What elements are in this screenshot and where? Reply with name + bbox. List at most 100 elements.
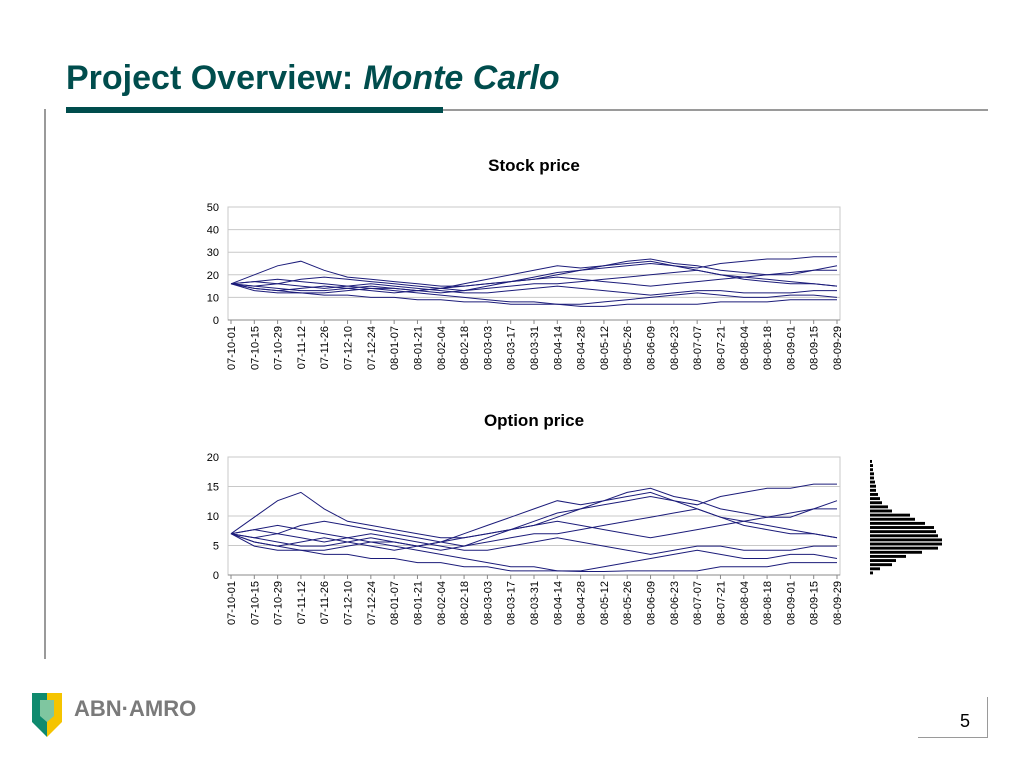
title-emphasis: Monte Carlo bbox=[363, 59, 559, 97]
x-tick-label: 08-03-17 bbox=[506, 581, 518, 625]
y-tick-label: 50 bbox=[207, 202, 219, 214]
price-path bbox=[230, 283, 837, 307]
footer-rule-h bbox=[918, 737, 988, 738]
x-tick-label: 08-01-21 bbox=[412, 326, 424, 370]
y-tick-label: 20 bbox=[207, 452, 219, 464]
price-path bbox=[230, 487, 838, 539]
histogram-bar bbox=[870, 464, 873, 468]
price-path bbox=[230, 269, 837, 294]
x-tick-label: 08-09-01 bbox=[785, 326, 797, 370]
price-path bbox=[230, 281, 837, 296]
logo-text: ABN·AMRO bbox=[74, 696, 196, 721]
histogram-bar bbox=[870, 488, 876, 492]
y-tick-label: 10 bbox=[207, 511, 219, 523]
histogram-bar bbox=[870, 550, 922, 554]
histogram-bar bbox=[870, 476, 874, 480]
histogram-bar bbox=[870, 497, 880, 501]
x-tick-label: 08-09-29 bbox=[832, 581, 844, 625]
y-tick-label: 20 bbox=[207, 270, 219, 282]
histogram-bar bbox=[870, 554, 906, 558]
histogram-bar bbox=[870, 546, 938, 550]
price-path bbox=[230, 483, 837, 547]
histogram-bar bbox=[870, 509, 892, 513]
x-tick-label: 08-09-29 bbox=[832, 326, 844, 370]
x-tick-label: 07-11-12 bbox=[296, 581, 308, 624]
price-path bbox=[230, 258, 838, 287]
x-tick-label: 07-12-10 bbox=[343, 581, 355, 625]
x-tick-label: 08-02-18 bbox=[459, 581, 471, 625]
x-tick-label: 07-10-15 bbox=[249, 326, 261, 370]
histogram-bar bbox=[870, 534, 938, 538]
x-tick-label: 07-10-01 bbox=[226, 326, 238, 370]
x-tick-label: 08-03-31 bbox=[529, 326, 541, 370]
x-tick-label: 07-11-26 bbox=[319, 326, 331, 369]
slide-title: Project Overview: Monte Carlo bbox=[66, 59, 560, 97]
x-tick-label: 08-05-12 bbox=[599, 581, 611, 625]
header-rule bbox=[443, 109, 988, 111]
x-tick-label: 08-08-18 bbox=[762, 581, 774, 625]
price-path bbox=[230, 529, 837, 555]
footer-rule-v bbox=[987, 697, 988, 737]
x-tick-label: 08-01-07 bbox=[389, 581, 401, 625]
histogram-bar bbox=[870, 459, 872, 463]
x-tick-label: 08-02-04 bbox=[436, 326, 448, 370]
x-tick-label: 07-10-15 bbox=[249, 581, 261, 625]
histogram-bar bbox=[870, 505, 888, 509]
x-tick-label: 08-07-07 bbox=[692, 581, 704, 625]
x-tick-label: 08-05-26 bbox=[622, 326, 634, 370]
x-tick-label: 07-12-24 bbox=[366, 326, 378, 370]
price-path bbox=[230, 533, 838, 572]
x-tick-label: 08-04-14 bbox=[552, 581, 564, 625]
histogram-bar bbox=[870, 517, 915, 521]
histogram-bar bbox=[870, 472, 874, 476]
y-tick-label: 0 bbox=[213, 315, 219, 327]
x-tick-label: 08-07-07 bbox=[692, 326, 704, 370]
histogram-bar bbox=[870, 538, 942, 542]
y-tick-label: 10 bbox=[207, 292, 219, 304]
x-tick-label: 08-04-28 bbox=[576, 581, 588, 625]
x-tick-label: 08-09-15 bbox=[809, 581, 821, 625]
histogram-bar bbox=[870, 559, 896, 562]
histogram-bar bbox=[870, 480, 875, 484]
histogram-bar bbox=[870, 513, 910, 517]
page-number: 5 bbox=[960, 711, 970, 731]
x-tick-label: 08-08-04 bbox=[739, 326, 751, 370]
y-tick-label: 0 bbox=[213, 570, 219, 582]
title-underline bbox=[66, 107, 443, 113]
histogram-bar bbox=[870, 493, 878, 496]
price-path bbox=[230, 256, 837, 292]
histogram-bar bbox=[870, 526, 934, 529]
chart-title: Stock price bbox=[488, 156, 580, 175]
x-tick-label: 08-08-04 bbox=[739, 581, 751, 625]
x-tick-label: 08-09-15 bbox=[809, 326, 821, 370]
x-tick-label: 08-06-09 bbox=[646, 326, 658, 370]
x-tick-label: 07-10-29 bbox=[273, 581, 285, 625]
x-tick-label: 08-08-18 bbox=[762, 326, 774, 370]
histogram-bar bbox=[870, 484, 876, 488]
price-path bbox=[230, 508, 837, 551]
chart-title: Option price bbox=[484, 411, 584, 430]
price-path bbox=[230, 533, 837, 572]
x-tick-label: 08-06-23 bbox=[669, 581, 681, 625]
x-tick-label: 08-09-01 bbox=[785, 581, 797, 625]
y-tick-label: 30 bbox=[207, 247, 219, 259]
x-tick-label: 08-03-31 bbox=[529, 581, 541, 625]
x-tick-label: 08-05-12 bbox=[599, 326, 611, 370]
x-tick-label: 08-01-07 bbox=[389, 326, 401, 370]
x-tick-label: 08-07-21 bbox=[715, 581, 727, 625]
histogram-bar bbox=[870, 521, 925, 525]
histogram-bar bbox=[870, 468, 873, 472]
x-tick-label: 07-11-26 bbox=[319, 581, 331, 624]
x-tick-label: 07-12-10 bbox=[343, 326, 355, 370]
histogram-bar bbox=[870, 567, 880, 571]
x-tick-label: 07-12-24 bbox=[366, 581, 378, 625]
histogram-bar bbox=[870, 530, 936, 534]
x-tick-label: 08-04-28 bbox=[576, 326, 588, 370]
price-path bbox=[230, 283, 838, 305]
x-tick-label: 07-11-12 bbox=[296, 326, 308, 369]
y-tick-label: 15 bbox=[207, 482, 219, 494]
x-tick-label: 08-03-17 bbox=[506, 326, 518, 370]
histogram-bar bbox=[870, 501, 882, 505]
title-main: Project Overview: bbox=[66, 59, 353, 97]
